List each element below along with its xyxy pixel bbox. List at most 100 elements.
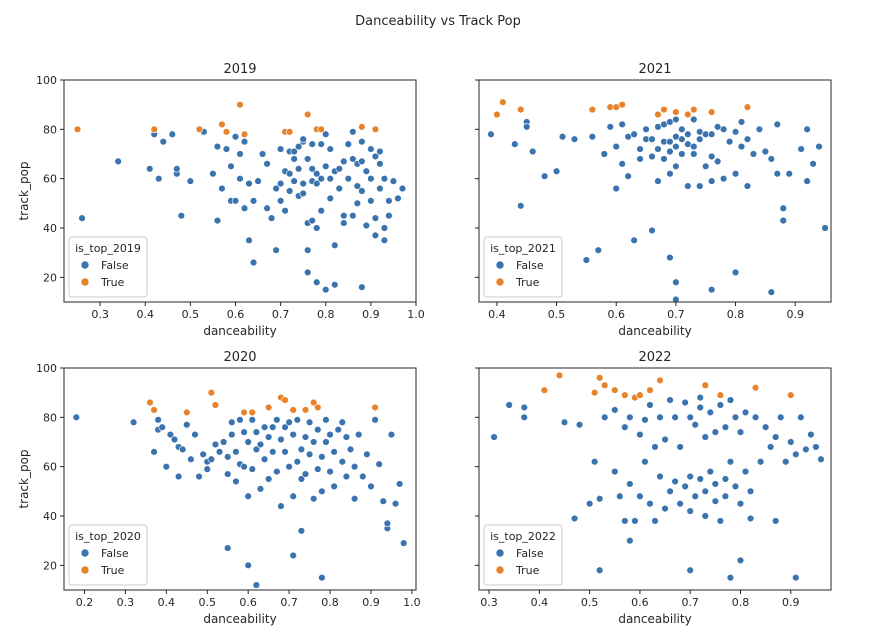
data-point-false xyxy=(244,561,252,570)
data-point-false xyxy=(797,413,805,422)
data-point-false xyxy=(301,433,310,441)
data-point-false xyxy=(335,184,343,193)
data-point-false xyxy=(654,145,662,153)
data-point-false xyxy=(678,150,686,158)
x-tick-label: 0.3 xyxy=(480,596,498,609)
data-point-false xyxy=(767,155,776,163)
data-point-false xyxy=(678,125,686,134)
data-point-false xyxy=(490,433,498,441)
data-point-true xyxy=(646,386,654,394)
legend-marker-true xyxy=(495,565,505,575)
data-point-false xyxy=(232,477,240,486)
data-point-false xyxy=(711,428,720,436)
data-point-false xyxy=(224,544,232,552)
data-point-false xyxy=(646,401,654,409)
data-point-false xyxy=(289,551,297,560)
x-tick-label: 0.4 xyxy=(158,596,176,609)
data-point-false xyxy=(767,288,776,296)
x-tick-label: 0.5 xyxy=(548,308,566,321)
data-point-false xyxy=(570,135,579,143)
data-point-false xyxy=(236,174,244,183)
data-point-false xyxy=(219,438,228,446)
data-point-false xyxy=(213,216,222,225)
y-tick-label: 100 xyxy=(36,74,57,87)
data-point-false xyxy=(318,453,326,461)
data-point-false xyxy=(385,197,393,205)
data-point-false xyxy=(642,125,650,134)
data-point-false xyxy=(731,268,740,277)
data-point-false xyxy=(326,430,334,439)
legend-label: True xyxy=(515,276,540,289)
data-point-false xyxy=(367,197,375,205)
data-point-false xyxy=(344,174,353,183)
data-point-false xyxy=(523,123,531,131)
y-axis-label: track_pop xyxy=(17,161,31,220)
data-point-false xyxy=(277,435,285,444)
data-point-false xyxy=(331,241,339,249)
data-point-false xyxy=(552,167,561,175)
data-point-false xyxy=(379,497,387,505)
data-point-true xyxy=(240,130,249,138)
data-point-false xyxy=(150,448,158,456)
data-point-true xyxy=(540,386,549,394)
data-point-false xyxy=(792,450,800,459)
data-point-false xyxy=(232,448,240,456)
data-point-false xyxy=(358,157,366,166)
subplot-2019: 2019 0.3 0.4 0.5 0.6 0.7 0.8 0.9 1.0 20 40 60 80 100 d… xyxy=(17,62,425,338)
data-point-false xyxy=(170,435,179,444)
data-point-false xyxy=(308,165,316,173)
data-point-false xyxy=(240,137,249,146)
x-axis-label: danceability xyxy=(618,324,691,338)
data-point-false xyxy=(726,458,735,466)
data-point-false xyxy=(308,140,316,148)
data-point-false xyxy=(248,416,256,424)
data-point-false xyxy=(666,396,674,404)
data-point-false xyxy=(114,157,122,166)
x-tick-label: 0.4 xyxy=(531,596,549,609)
data-point-true xyxy=(787,391,795,399)
data-point-false xyxy=(340,211,348,220)
legend-marker-false xyxy=(80,260,90,270)
data-point-false xyxy=(340,219,348,227)
data-point-false xyxy=(701,487,709,496)
data-point-false xyxy=(713,157,722,166)
x-tick-label: 0.8 xyxy=(321,596,339,609)
data-point-false xyxy=(630,236,638,245)
x-tick-label: 0.4 xyxy=(136,308,154,321)
data-point-false xyxy=(362,221,371,230)
data-point-false xyxy=(264,475,273,483)
data-point-false xyxy=(236,416,244,424)
data-point-false xyxy=(213,142,222,151)
data-point-false xyxy=(672,115,680,124)
data-point-false xyxy=(626,413,634,422)
data-point-false xyxy=(721,423,730,431)
data-point-false xyxy=(785,170,793,178)
data-point-false xyxy=(595,566,604,574)
data-point-false xyxy=(684,182,692,190)
subplot-title: 2022 xyxy=(638,350,671,365)
data-point-false xyxy=(560,418,569,426)
data-point-false xyxy=(731,413,740,422)
data-point-false xyxy=(313,278,321,286)
data-point-false xyxy=(236,150,244,158)
data-point-true xyxy=(707,108,716,116)
data-point-false xyxy=(511,140,519,148)
data-point-false xyxy=(299,189,307,198)
legend-title: is_top_2021 xyxy=(490,242,556,255)
data-point-false xyxy=(779,204,787,212)
data-point-false xyxy=(252,445,261,454)
data-point-false xyxy=(78,214,86,222)
data-point-false xyxy=(701,512,709,520)
x-tick-label: 0.9 xyxy=(362,308,380,321)
data-point-false xyxy=(248,465,256,473)
points-group xyxy=(73,100,407,294)
data-point-false xyxy=(322,162,330,171)
data-point-false xyxy=(641,416,649,424)
data-point-true xyxy=(303,110,312,119)
data-point-false xyxy=(666,170,674,178)
y-tick-label: 40 xyxy=(43,510,57,523)
legend-label: False xyxy=(101,547,129,560)
legend: is_top_2019 False True xyxy=(68,236,148,298)
data-point-false xyxy=(686,472,694,481)
